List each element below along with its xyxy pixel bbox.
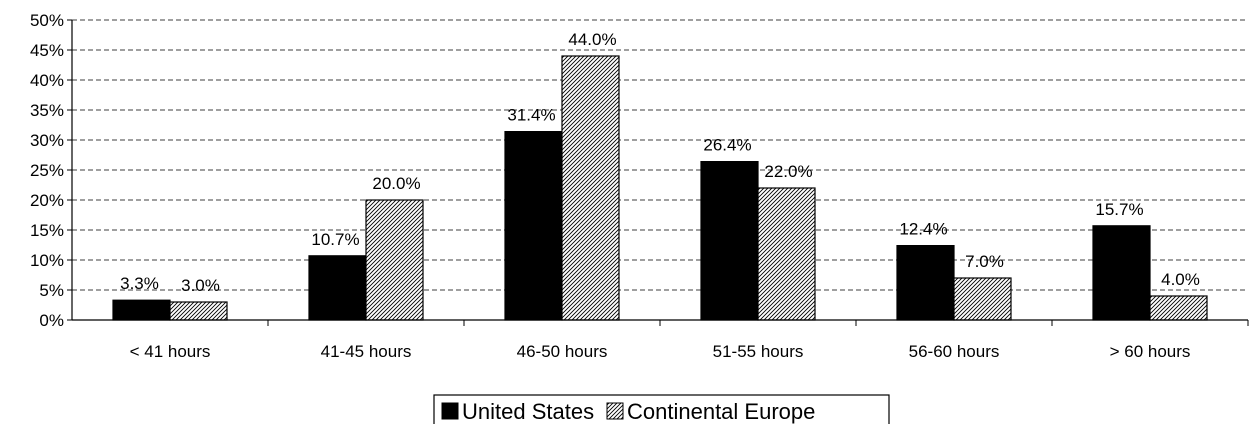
data-label: 26.4% [703, 136, 751, 155]
bar-continental-europe [365, 199, 424, 321]
x-tick-label: > 60 hours [1110, 342, 1191, 361]
bar-continental-europe [561, 55, 620, 321]
data-label: 31.4% [507, 106, 555, 125]
y-tick-label: 35% [30, 101, 64, 120]
data-label: 3.0% [181, 276, 220, 295]
legend-label: United States [462, 399, 594, 424]
bar-continental-europe [1149, 295, 1208, 321]
y-tick-label: 25% [30, 161, 64, 180]
legend-swatch-continental-europe [606, 402, 624, 420]
y-tick-label: 50% [30, 11, 64, 30]
x-axis: < 41 hours 41-45 hours 46-50 hours 51-55 ho… [130, 320, 1249, 361]
bar-continental-europe [953, 277, 1012, 321]
data-label: 12.4% [899, 220, 947, 239]
y-axis: 0% 5% 10% 15% 20% 25% 30% 35% 40% 45% 50% [30, 11, 72, 330]
data-label: 44.0% [568, 30, 616, 49]
y-tick-label: 5% [39, 281, 64, 300]
y-tick-label: 40% [30, 71, 64, 90]
data-label: 4.0% [1161, 270, 1200, 289]
bar-united-states [1092, 225, 1151, 321]
x-tick-label: 41-45 hours [321, 342, 412, 361]
bar-united-states [504, 131, 563, 321]
bar-continental-europe [757, 187, 816, 321]
bar-united-states [112, 299, 171, 321]
data-label: 20.0% [372, 174, 420, 193]
data-label: 3.3% [120, 274, 159, 293]
y-tick-label: 0% [39, 311, 64, 330]
legend-box [433, 394, 890, 424]
axis-lines [71, 20, 1248, 321]
x-tick-label: 51-55 hours [713, 342, 804, 361]
bar-continental-europe [169, 301, 228, 321]
x-tick-label: 46-50 hours [517, 342, 608, 361]
data-label: 10.7% [311, 230, 359, 249]
bars [112, 55, 1208, 321]
legend-swatch-united-states [441, 402, 459, 420]
x-tick-label: < 41 hours [130, 342, 211, 361]
value-labels: 3.3% 3.0% 10.7% 20.0% 31.4% 44.0% 26.4% 22.0% 12… [120, 30, 1200, 295]
y-tick-label: 45% [30, 41, 64, 60]
bar-united-states [896, 245, 955, 321]
bar-united-states [700, 161, 759, 321]
data-label: 22.0% [764, 162, 812, 181]
data-label: 15.7% [1095, 200, 1143, 219]
data-label: 7.0% [965, 252, 1004, 271]
y-tick-label: 15% [30, 221, 64, 240]
legend-label: Continental Europe [627, 399, 815, 424]
legend: United States Continental Europe [433, 394, 890, 424]
y-tick-label: 10% [30, 251, 64, 270]
bar-united-states [308, 255, 367, 321]
gridlines [72, 19, 1248, 291]
y-tick-label: 30% [30, 131, 64, 150]
x-tick-label: 56-60 hours [909, 342, 1000, 361]
y-tick-label: 20% [30, 191, 64, 210]
